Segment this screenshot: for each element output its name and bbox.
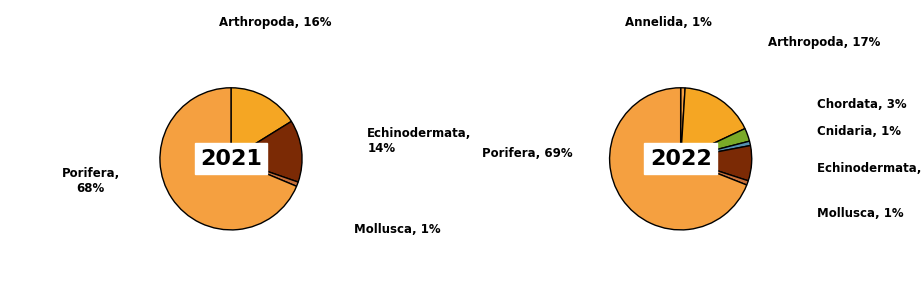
Text: Echinodermata,
14%: Echinodermata, 14% — [367, 127, 471, 155]
Text: Porifera, 69%: Porifera, 69% — [482, 147, 573, 160]
Text: 2022: 2022 — [650, 149, 711, 169]
Wedge shape — [681, 141, 750, 159]
Text: Cnidaria, 1%: Cnidaria, 1% — [817, 125, 901, 138]
Wedge shape — [610, 88, 747, 230]
Wedge shape — [681, 159, 748, 185]
Wedge shape — [231, 159, 298, 186]
Text: Arthropoda, 16%: Arthropoda, 16% — [219, 16, 332, 29]
Wedge shape — [681, 88, 745, 159]
Text: 2021: 2021 — [201, 149, 261, 169]
Text: Annelida, 1%: Annelida, 1% — [626, 16, 712, 29]
Wedge shape — [160, 88, 297, 230]
Text: Mollusca, 1%: Mollusca, 1% — [817, 207, 904, 220]
Wedge shape — [231, 88, 291, 159]
Wedge shape — [231, 121, 302, 182]
Text: Echinodermata, 8%: Echinodermata, 8% — [817, 162, 924, 175]
Wedge shape — [681, 88, 685, 159]
Text: Arthropoda, 17%: Arthropoda, 17% — [768, 36, 880, 49]
Wedge shape — [681, 129, 749, 159]
Text: Mollusca, 1%: Mollusca, 1% — [355, 223, 441, 236]
Text: Porifera,
68%: Porifera, 68% — [62, 166, 120, 195]
Text: Chordata, 3%: Chordata, 3% — [817, 98, 906, 111]
Wedge shape — [681, 146, 752, 181]
